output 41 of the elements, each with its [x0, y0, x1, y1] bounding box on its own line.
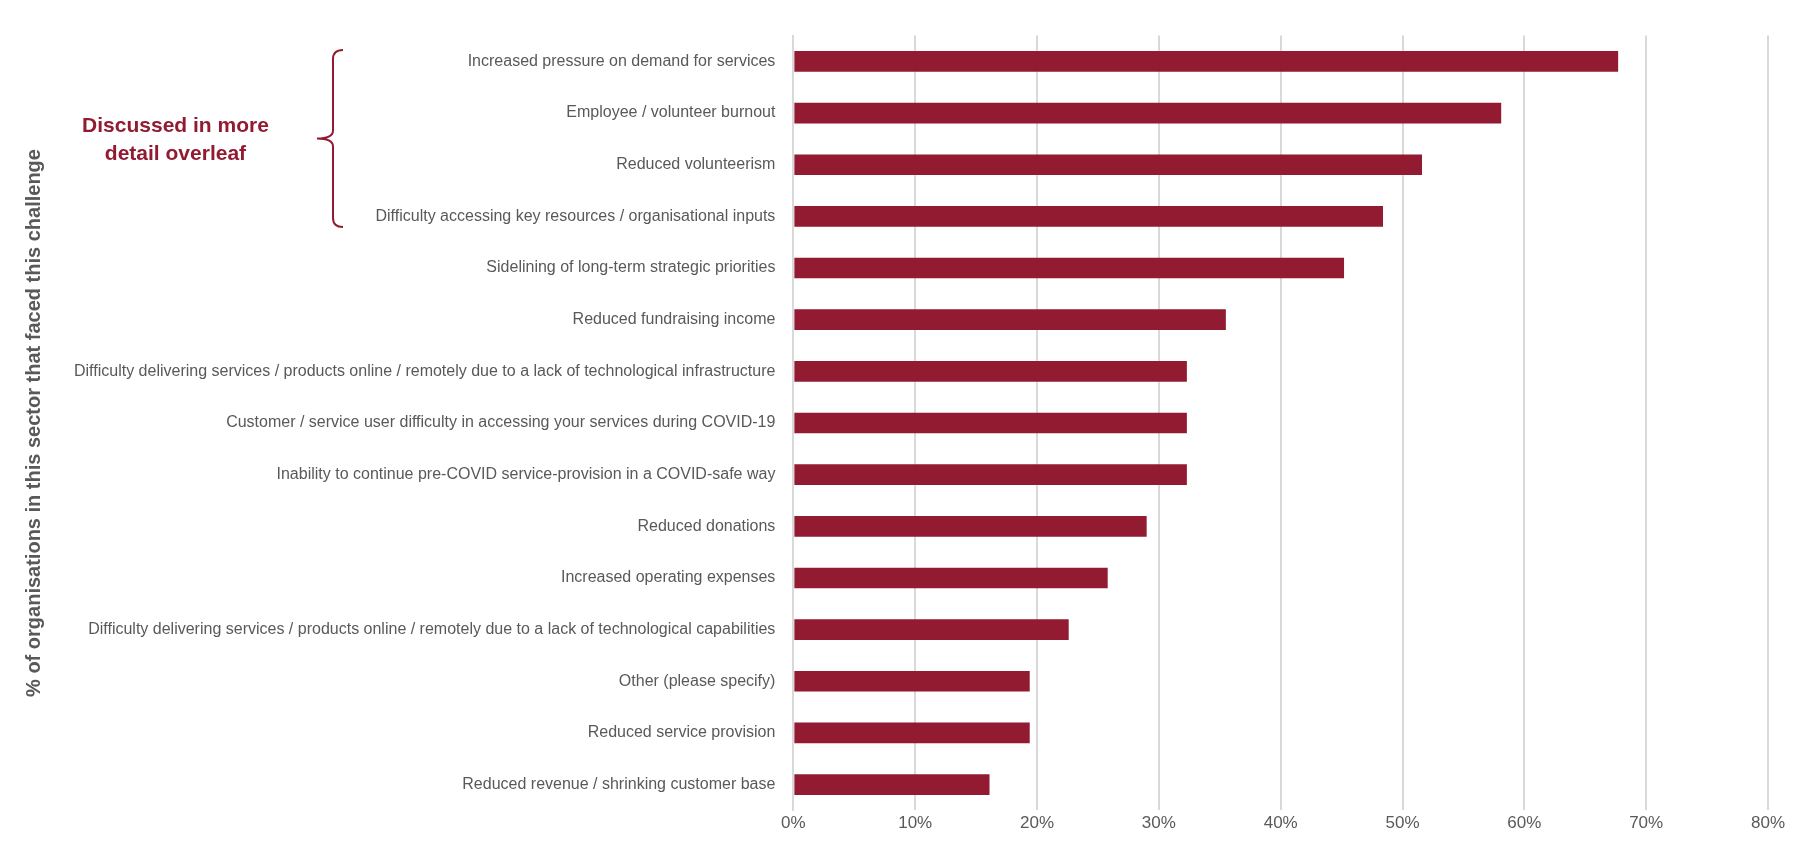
bar	[794, 774, 990, 795]
x-tick-label: 60%	[1507, 813, 1542, 833]
y-tick-label: Sidelining of long-term strategic priorities	[486, 258, 776, 276]
y-tick-label: Difficulty delivering services / products online / remotely due to a lack of technological infrastructure	[74, 361, 776, 379]
bar	[794, 102, 1502, 124]
y-axis-title: % of organisations in this sector that faced this challenge	[21, 149, 44, 697]
x-tick-label: 40%	[1263, 813, 1298, 833]
y-tick-label: Inability to continue pre-COVID service-provision in a COVID-safe way	[276, 465, 776, 483]
x-tick-label: 30%	[1141, 813, 1176, 833]
x-tick-label: 70%	[1629, 813, 1664, 833]
x-tick-label: 50%	[1385, 813, 1420, 833]
y-tick-label: Difficulty delivering services / products online / remotely due to a lack of technological capabilities	[88, 620, 776, 638]
y-tick-label: Reduced fundraising income	[572, 310, 776, 328]
bar	[794, 257, 1345, 279]
bar	[794, 619, 1069, 640]
bar	[794, 722, 1030, 744]
bar	[794, 567, 1108, 589]
bar	[794, 309, 1226, 331]
y-tick-label: Reduced donations	[637, 516, 776, 534]
bar	[794, 515, 1147, 537]
bar	[794, 464, 1187, 485]
y-tick-label: Reduced volunteerism	[616, 155, 776, 173]
y-tick-label: Difficulty accessing key resources / organisational inputs	[375, 206, 776, 224]
y-tick-label: Customer / service user difficulty in accessing your services during COVID-19	[226, 413, 776, 431]
text: Discussed in more detail overleaf	[81, 111, 270, 166]
bar	[794, 206, 1384, 227]
y-tick-label: Reduced revenue / shrinking customer base	[462, 774, 776, 792]
y-tick-label: Other (please specify)	[618, 671, 776, 689]
bar	[794, 670, 1030, 692]
x-tick-label: 0%	[781, 813, 806, 833]
x-tick-label: 80%	[1750, 813, 1786, 833]
bar	[794, 51, 1619, 72]
y-tick-label: Employee / volunteer burnout	[566, 103, 776, 121]
y-tick-label: Reduced service provision	[587, 723, 776, 741]
bar	[794, 154, 1423, 176]
y-tick-label: Increased operating expenses	[561, 568, 776, 586]
x-tick-label: 10%	[898, 813, 933, 833]
bar	[794, 412, 1187, 434]
bar	[794, 361, 1187, 382]
y-tick-label: Increased pressure on demand for services	[467, 51, 776, 69]
x-tick-label: 20%	[1020, 813, 1055, 833]
